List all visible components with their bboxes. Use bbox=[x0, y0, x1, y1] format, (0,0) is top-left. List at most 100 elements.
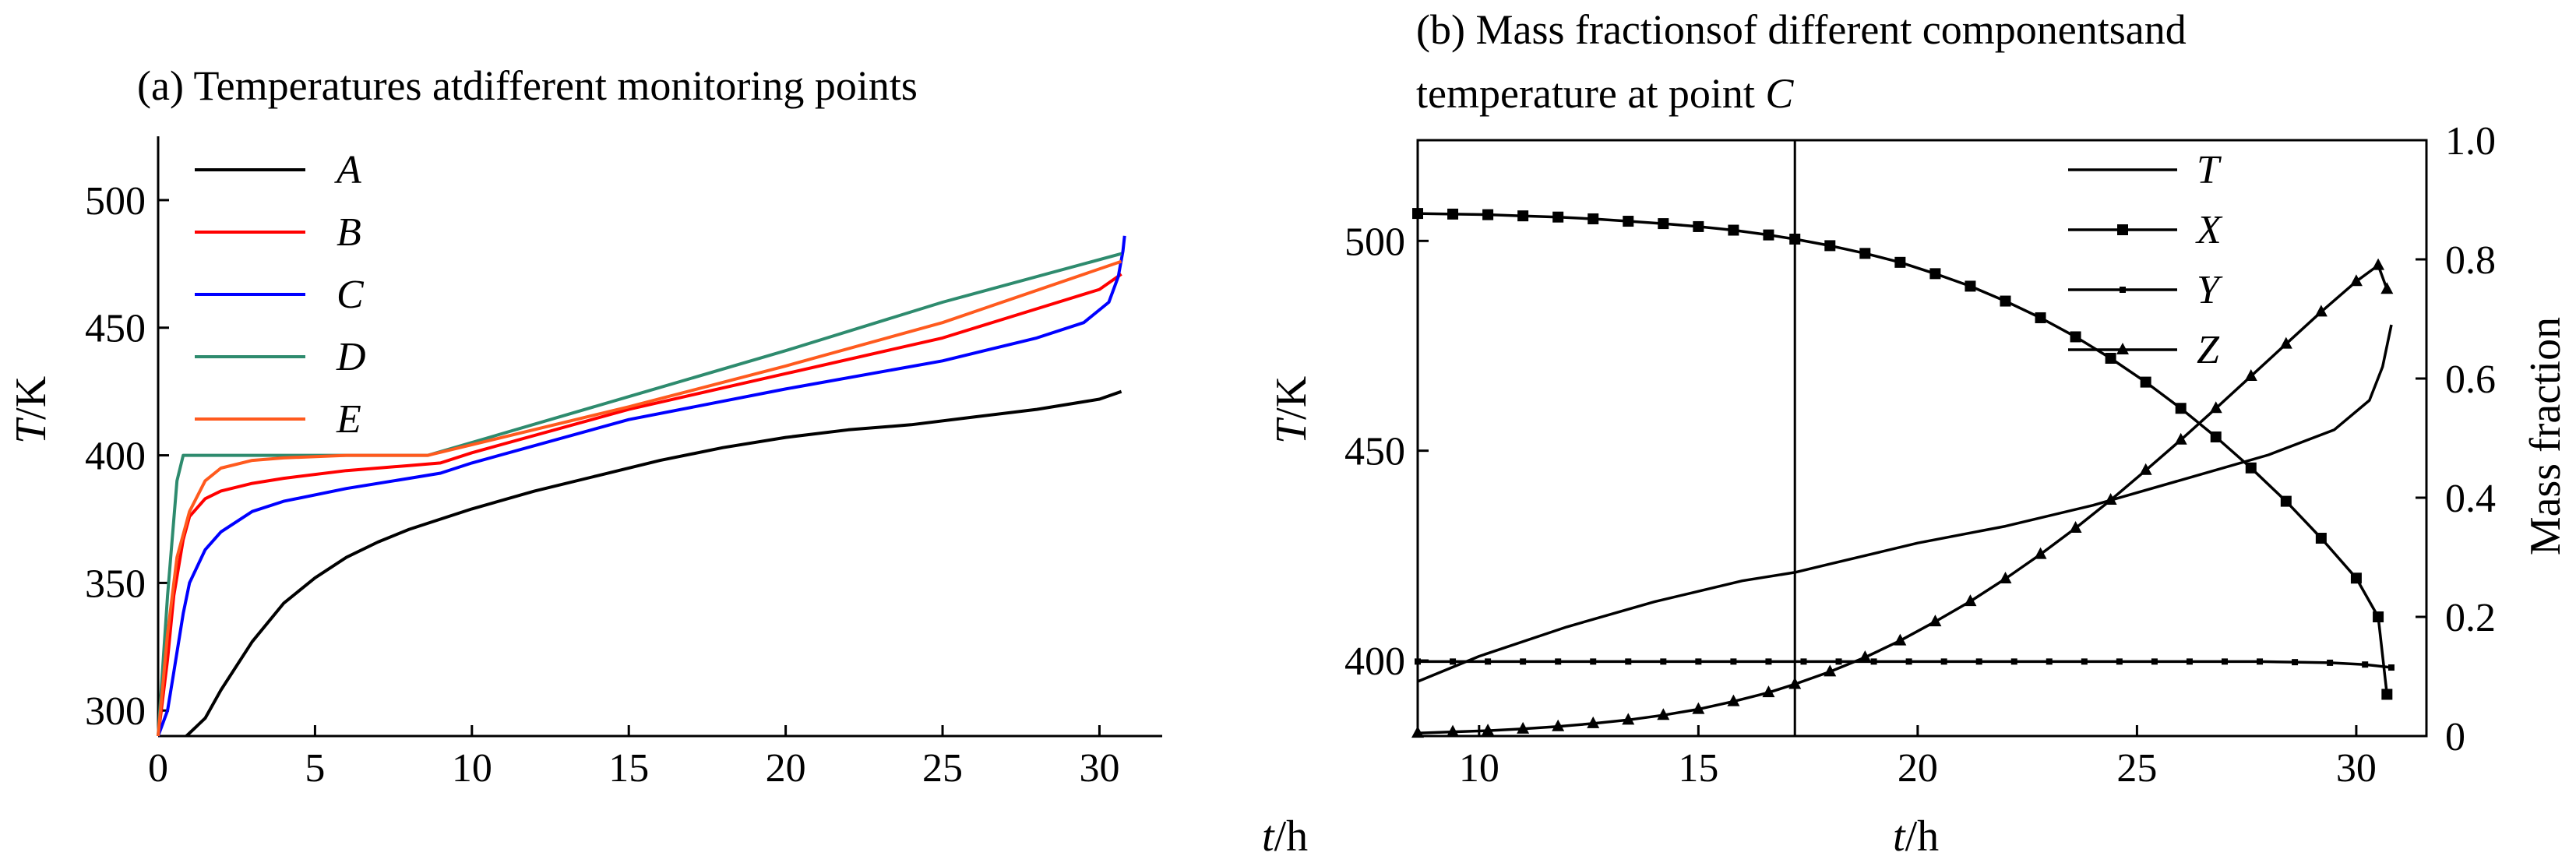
panel-b-y2-axis-label: Mass fraction bbox=[2521, 317, 2570, 555]
panel-b-series bbox=[1411, 208, 2395, 738]
series-point-Y bbox=[2010, 658, 2017, 665]
series-point-Y bbox=[1555, 658, 1562, 665]
series-point-X bbox=[2000, 295, 2011, 307]
series-point-Z bbox=[1894, 633, 1907, 646]
legend-label-Z: Z bbox=[2197, 328, 2220, 372]
series-point-Z bbox=[2069, 521, 2082, 534]
series-point-Y bbox=[1905, 658, 1912, 665]
series-line-C bbox=[157, 235, 1126, 737]
panel-a-y-tick-label: 500 bbox=[85, 179, 146, 224]
series-point-Y bbox=[1485, 658, 1492, 665]
series-point-X bbox=[1623, 216, 1634, 227]
panel-a-axes: 0 5 10 15 20 25 30 300 350 400 450 500 bbox=[85, 136, 1162, 791]
panel-b-title-line1: (b) Mass fractionsof different component… bbox=[1416, 6, 2187, 53]
legend-label-Y: Y bbox=[2197, 268, 2223, 312]
series-point-X bbox=[2381, 689, 2393, 700]
series-point-Y bbox=[2151, 658, 2158, 665]
panel-b-axes: 10 15 20 25 30 400 450 500 0 0.2 0.4 0.6 0.8 1.0 bbox=[1344, 119, 2496, 791]
legend-label-C: C bbox=[337, 273, 365, 317]
series-point-Z bbox=[2372, 258, 2385, 270]
series-point-Z bbox=[1411, 726, 1424, 738]
legend-marker-Z bbox=[2116, 343, 2129, 354]
series-point-Y bbox=[1870, 658, 1877, 665]
series-point-Z bbox=[1762, 685, 1775, 698]
series-point-X bbox=[2175, 403, 2187, 414]
panel-a-x-tick-label: 5 bbox=[305, 746, 325, 791]
series-line-A bbox=[185, 389, 1122, 738]
series-point-Y bbox=[2081, 658, 2088, 665]
panel-a-x-axis-label: t/h bbox=[1262, 812, 1308, 861]
series-point-Y bbox=[1625, 658, 1632, 665]
panel-a-y-tick-label: 450 bbox=[85, 307, 146, 351]
series-point-Z bbox=[1929, 615, 1942, 627]
panel-b-x-tick-label: 10 bbox=[1459, 746, 1499, 791]
legend-label-D: D bbox=[336, 335, 366, 379]
series-point-Y bbox=[2257, 658, 2264, 665]
series-point-Z bbox=[1964, 594, 1977, 607]
series-point-Y bbox=[2327, 659, 2334, 666]
series-line-B bbox=[157, 273, 1122, 737]
series-point-Z bbox=[2380, 282, 2394, 294]
series-point-X bbox=[2245, 462, 2257, 474]
series-point-Y bbox=[1940, 658, 1947, 665]
series-point-X bbox=[1824, 240, 1836, 252]
panel-b-y-tick-label: 450 bbox=[1344, 430, 1405, 474]
panel-b-y-tick-label: 400 bbox=[1344, 639, 1405, 684]
panel-b-y2-tick-label: 1.0 bbox=[2445, 119, 2496, 164]
panel-b-title-line2: temperature at point C bbox=[1416, 70, 1794, 117]
series-point-Z bbox=[2209, 401, 2222, 414]
series-point-Y bbox=[1450, 658, 1457, 665]
panel-b-y2-tick-label: 0.6 bbox=[2445, 358, 2496, 402]
panel-b-y2-tick-label: 0.4 bbox=[2445, 477, 2496, 521]
series-point-X bbox=[2105, 352, 2116, 364]
series-point-Z bbox=[1824, 664, 1837, 677]
series-point-X bbox=[1447, 208, 1459, 220]
series-line-E bbox=[157, 259, 1122, 737]
panel-a-y-tick-label: 400 bbox=[85, 435, 146, 479]
series-point-Z bbox=[1727, 694, 1740, 706]
series-point-Y bbox=[2362, 661, 2369, 668]
series-point-Z bbox=[1587, 716, 1600, 728]
series-point-X bbox=[2035, 312, 2046, 323]
series-point-Z bbox=[2349, 274, 2363, 287]
series-point-Y bbox=[1660, 658, 1667, 665]
series-line-T bbox=[1417, 324, 2393, 683]
panel-a-title: (a) Temperatures atdifferent monitoring … bbox=[137, 62, 918, 109]
series-point-X bbox=[1517, 210, 1529, 222]
legend-marker-X bbox=[2117, 224, 2128, 235]
panel-b-y-axis-label: T/K bbox=[1267, 376, 1316, 444]
series-point-X bbox=[1588, 213, 1599, 224]
series-point-Y bbox=[2116, 658, 2123, 665]
panel-a-y-axis-label: T/K bbox=[7, 376, 55, 444]
series-point-Z bbox=[1788, 677, 1802, 689]
series-point-Z bbox=[1517, 721, 1530, 734]
panel-b-y2-tick-label: 0.8 bbox=[2445, 238, 2496, 283]
legend-label-E: E bbox=[336, 397, 361, 442]
panel-a-y-tick-label: 350 bbox=[85, 562, 146, 606]
series-point-Z bbox=[2104, 493, 2117, 505]
series-point-Z bbox=[1859, 650, 1872, 663]
series-point-Y bbox=[1765, 658, 1772, 665]
series-point-Z bbox=[2314, 305, 2328, 317]
series-point-X bbox=[1859, 248, 1871, 259]
panel-a-temperatures: (a) Temperatures atdifferent monitoring … bbox=[7, 62, 1308, 861]
series-point-X bbox=[1929, 268, 1941, 280]
series-point-Y bbox=[1520, 658, 1527, 665]
series-point-Y bbox=[2292, 659, 2299, 666]
panel-b-mass-fractions: (b) Mass fractionsof different component… bbox=[1267, 6, 2570, 861]
series-point-Y bbox=[1835, 658, 1842, 665]
series-point-Z bbox=[2244, 368, 2257, 381]
series-point-Z bbox=[1622, 713, 1635, 725]
panel-a-x-tick-label: 0 bbox=[148, 746, 168, 791]
panel-a-x-tick-label: 30 bbox=[1079, 746, 1119, 791]
series-point-Z bbox=[1692, 702, 1705, 714]
legend-marker-Y bbox=[2120, 287, 2126, 293]
series-point-X bbox=[1789, 233, 1801, 245]
series-point-Z bbox=[1657, 708, 1670, 720]
series-point-X bbox=[2070, 331, 2081, 343]
series-point-Y bbox=[1695, 658, 1702, 665]
series-point-Z bbox=[1552, 719, 1565, 731]
